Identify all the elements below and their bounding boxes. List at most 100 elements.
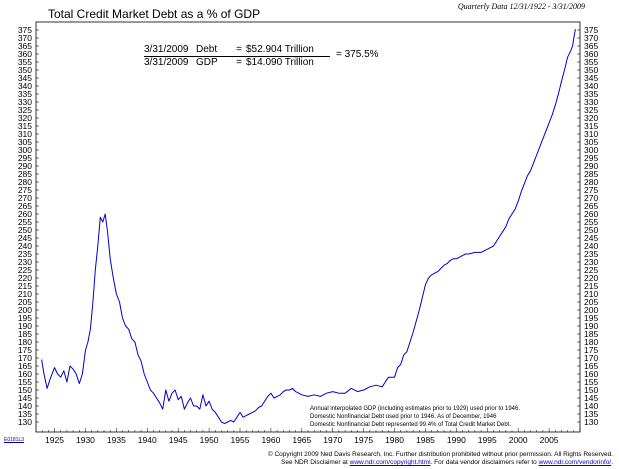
y-tick-label: 215 bbox=[18, 281, 32, 291]
note-line: Domestic Nonfinancial Debt represented 9… bbox=[310, 422, 511, 428]
y-tick-label: 245 bbox=[584, 233, 598, 243]
x-tick-label: 1965 bbox=[292, 435, 311, 445]
y-tick-label: 310 bbox=[584, 129, 598, 139]
y-tick-label: 315 bbox=[584, 121, 598, 131]
x-axis: 1925 1930 1935 1940 1945 1950 1955 1960 1965 1970… bbox=[41, 428, 581, 445]
y-tick-label: 195 bbox=[18, 313, 32, 323]
y-tick-label: 175 bbox=[18, 345, 32, 355]
y-tick-label: 145 bbox=[584, 393, 598, 403]
y-tick-label: 190 bbox=[584, 321, 598, 331]
y-tick-label: 185 bbox=[584, 329, 598, 339]
y-tick-label: 165 bbox=[584, 361, 598, 371]
y-tick-label: 150 bbox=[584, 385, 598, 395]
y-tick-label: 255 bbox=[18, 217, 32, 227]
ratio-result: = 375.5% bbox=[336, 49, 379, 60]
y-tick-label: 155 bbox=[18, 377, 32, 387]
y-tick-label: 265 bbox=[584, 201, 598, 211]
note-line: Annual interpolated GDP (including estim… bbox=[310, 406, 521, 412]
formula-denominator: 3/31/2009 GDP = $14.090 Trillion bbox=[144, 56, 314, 69]
y-tick-label: 320 bbox=[18, 113, 32, 123]
y-tick-label: 260 bbox=[584, 209, 598, 219]
disclaimer-prefix: See NDR Disclaimer at bbox=[280, 459, 350, 466]
y-tick-label: 215 bbox=[584, 281, 598, 291]
y-tick-label: 340 bbox=[584, 81, 598, 91]
y-tick-label: 205 bbox=[18, 297, 32, 307]
y-tick-label: 240 bbox=[584, 241, 598, 251]
y-tick-label: 220 bbox=[18, 273, 32, 283]
denominator-label: GDP bbox=[196, 57, 218, 68]
x-tick-label: 1995 bbox=[478, 435, 497, 445]
x-tick-label: 1950 bbox=[200, 435, 219, 445]
x-tick-label: 1985 bbox=[416, 435, 435, 445]
y-tick-label: 280 bbox=[584, 177, 598, 187]
y-tick-label: 235 bbox=[584, 249, 598, 259]
y-tick-label: 225 bbox=[584, 265, 598, 275]
y-tick-label: 235 bbox=[18, 249, 32, 259]
copyright-line: © Copyright 2009 Ned Davis Research, Inc… bbox=[267, 451, 613, 458]
x-tick-label: 1940 bbox=[138, 435, 157, 445]
y-tick-label: 290 bbox=[18, 161, 32, 171]
formula-numerator: 3/31/2009 Debt = $52.904 Trillion bbox=[144, 43, 314, 56]
y-tick-label: 140 bbox=[584, 401, 598, 411]
disclaimer-suffix: . bbox=[611, 459, 613, 466]
y-tick-label: 305 bbox=[18, 137, 32, 147]
y-tick-label: 130 bbox=[18, 417, 32, 427]
y-tick-label: 165 bbox=[18, 361, 32, 371]
y-tick-label: 135 bbox=[18, 409, 32, 419]
y-tick-label: 240 bbox=[18, 241, 32, 251]
x-tick-label: 1975 bbox=[354, 435, 373, 445]
y-tick-label: 185 bbox=[18, 329, 32, 339]
y-axis-left: 1301351401451501551601651701751801851901… bbox=[18, 25, 39, 427]
y-tick-label: 155 bbox=[584, 377, 598, 387]
x-tick-label: 1955 bbox=[231, 435, 250, 445]
y-tick-label: 170 bbox=[18, 353, 32, 363]
denominator-equals: = bbox=[236, 57, 242, 68]
y-tick-label: 130 bbox=[584, 417, 598, 427]
numerator-date: 3/31/2009 bbox=[144, 44, 189, 55]
y-tick-label: 375 bbox=[18, 25, 32, 35]
y-tick-label: 260 bbox=[18, 209, 32, 219]
y-tick-label: 210 bbox=[584, 289, 598, 299]
y-tick-label: 350 bbox=[584, 65, 598, 75]
fraction-bar bbox=[144, 56, 330, 57]
y-tick-label: 250 bbox=[584, 225, 598, 235]
y-tick-label: 180 bbox=[584, 337, 598, 347]
y-tick-label: 160 bbox=[18, 369, 32, 379]
chart-code-link[interactable]: E0181L3 bbox=[4, 437, 25, 443]
y-tick-label: 205 bbox=[584, 297, 598, 307]
numerator-label: Debt bbox=[196, 44, 218, 55]
y-tick-label: 340 bbox=[18, 81, 32, 91]
y-tick-label: 365 bbox=[584, 41, 598, 51]
denominator-date: 3/31/2009 bbox=[144, 57, 189, 68]
y-tick-label: 225 bbox=[18, 265, 32, 275]
y-tick-label: 360 bbox=[18, 49, 32, 59]
vendor-info-link[interactable]: www.ndr.com/vendorinfo/ bbox=[538, 459, 612, 466]
y-tick-label: 270 bbox=[18, 193, 32, 203]
y-tick-label: 170 bbox=[584, 353, 598, 363]
y-tick-label: 280 bbox=[18, 177, 32, 187]
copyright-footer: © Copyright 2009 Ned Davis Research, Inc… bbox=[268, 451, 613, 467]
y-tick-label: 300 bbox=[18, 145, 32, 155]
y-tick-label: 275 bbox=[584, 185, 598, 195]
y-tick-label: 370 bbox=[18, 33, 32, 43]
y-tick-label: 310 bbox=[18, 129, 32, 139]
y-tick-label: 230 bbox=[18, 257, 32, 267]
x-tick-label: 1945 bbox=[169, 435, 188, 445]
y-tick-label: 335 bbox=[584, 89, 598, 99]
y-tick-label: 265 bbox=[18, 201, 32, 211]
y-tick-label: 160 bbox=[584, 369, 598, 379]
y-tick-label: 355 bbox=[584, 57, 598, 67]
y-tick-label: 285 bbox=[584, 169, 598, 179]
copyright-link[interactable]: www.ndr.com/copyright.html bbox=[349, 459, 431, 466]
y-tick-label: 255 bbox=[584, 217, 598, 227]
y-tick-label: 330 bbox=[584, 97, 598, 107]
y-tick-label: 135 bbox=[584, 409, 598, 419]
y-tick-label: 145 bbox=[18, 393, 32, 403]
y-tick-label: 200 bbox=[584, 305, 598, 315]
x-tick-label: 2005 bbox=[540, 435, 559, 445]
y-tick-label: 375 bbox=[584, 25, 598, 35]
y-tick-label: 325 bbox=[584, 105, 598, 115]
y-tick-label: 190 bbox=[18, 321, 32, 331]
y-tick-label: 295 bbox=[584, 153, 598, 163]
